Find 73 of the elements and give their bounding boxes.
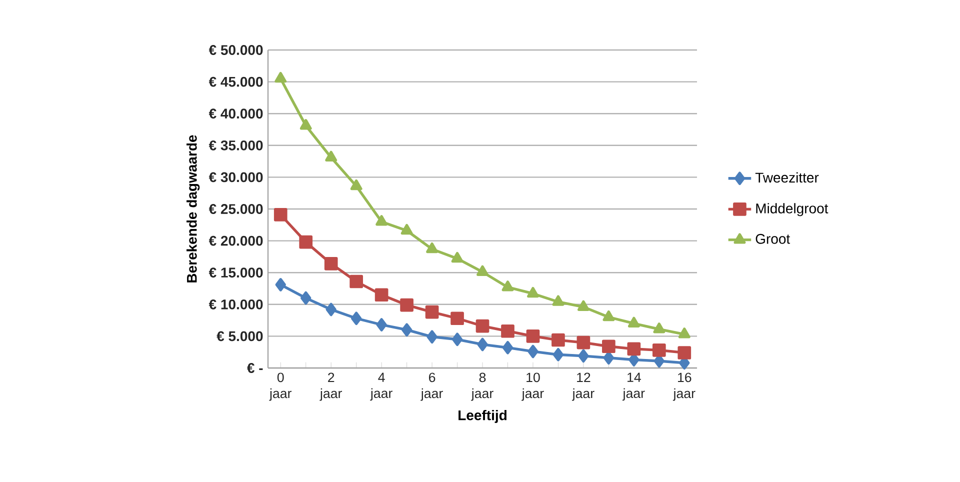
point	[274, 208, 288, 222]
point	[578, 349, 589, 363]
point	[350, 274, 363, 288]
x-tick-label: 16 jaar	[672, 372, 696, 401]
point	[326, 302, 336, 316]
point	[350, 179, 362, 190]
y-tick-label: € 25.000	[208, 204, 263, 214]
y-tick-label: € 10.000	[208, 299, 263, 310]
point	[476, 319, 490, 333]
point	[501, 324, 514, 338]
point	[577, 300, 590, 311]
point	[275, 278, 286, 292]
point	[552, 295, 564, 306]
y-tick-label: € 45.000	[208, 76, 263, 87]
x-tick-label: 14 jaar	[622, 372, 645, 401]
point	[376, 215, 388, 226]
point	[603, 351, 614, 364]
point	[602, 310, 615, 322]
x-tick-label: 6 jaar	[420, 372, 443, 401]
y-tick-label: € 40.000	[208, 108, 263, 119]
point	[678, 346, 692, 360]
point	[400, 224, 413, 235]
point	[300, 291, 312, 305]
y-tick-label: € 20.000	[208, 236, 263, 246]
y-tick-label: € 35.000	[208, 140, 263, 150]
y-tick-label: € 30.000	[208, 172, 263, 182]
point	[425, 305, 439, 319]
y-axis-title: Berekende dagwaarde	[186, 135, 200, 282]
point	[400, 298, 414, 312]
point	[450, 312, 464, 326]
point	[602, 340, 616, 354]
point	[576, 336, 590, 350]
point	[502, 340, 514, 354]
point	[653, 322, 666, 334]
legend-label: Tweezitter	[755, 172, 819, 183]
point	[451, 252, 464, 263]
x-tick-label: 2 jaar	[320, 372, 342, 401]
point	[376, 318, 387, 332]
point	[552, 348, 564, 362]
point	[627, 342, 641, 356]
point	[300, 119, 312, 130]
x-tick-label: 12 jaar	[572, 372, 594, 401]
x-tick-label: 4 jaar	[370, 372, 392, 401]
y-tick-label: € -	[247, 363, 263, 373]
point	[526, 330, 540, 343]
point	[678, 328, 690, 338]
x-tick-label: 0 jaar	[269, 372, 292, 401]
point	[477, 338, 488, 352]
legend-label: Groot	[756, 234, 790, 244]
point	[552, 333, 565, 347]
point	[401, 323, 412, 337]
y-tick-label: € 50.000	[208, 45, 263, 55]
point	[426, 330, 438, 344]
point	[452, 332, 463, 346]
legend-label: Middelgroot	[756, 203, 828, 216]
y-tick-label: € 5.000	[216, 331, 263, 342]
x-tick-label: 8 jaar	[471, 372, 494, 401]
point	[274, 72, 287, 83]
x-tick-label: 10 jaar	[522, 372, 544, 401]
point	[325, 150, 338, 162]
point	[652, 344, 666, 357]
point	[628, 316, 640, 328]
point	[374, 288, 388, 302]
point	[299, 235, 313, 249]
x-axis-title: Leeftijd	[458, 410, 506, 423]
point	[527, 286, 539, 298]
point	[324, 257, 338, 270]
point	[350, 312, 362, 326]
point	[426, 242, 438, 254]
y-tick-label: € 15.000	[208, 268, 263, 278]
point	[528, 344, 538, 358]
point	[476, 265, 488, 276]
point	[502, 280, 514, 292]
